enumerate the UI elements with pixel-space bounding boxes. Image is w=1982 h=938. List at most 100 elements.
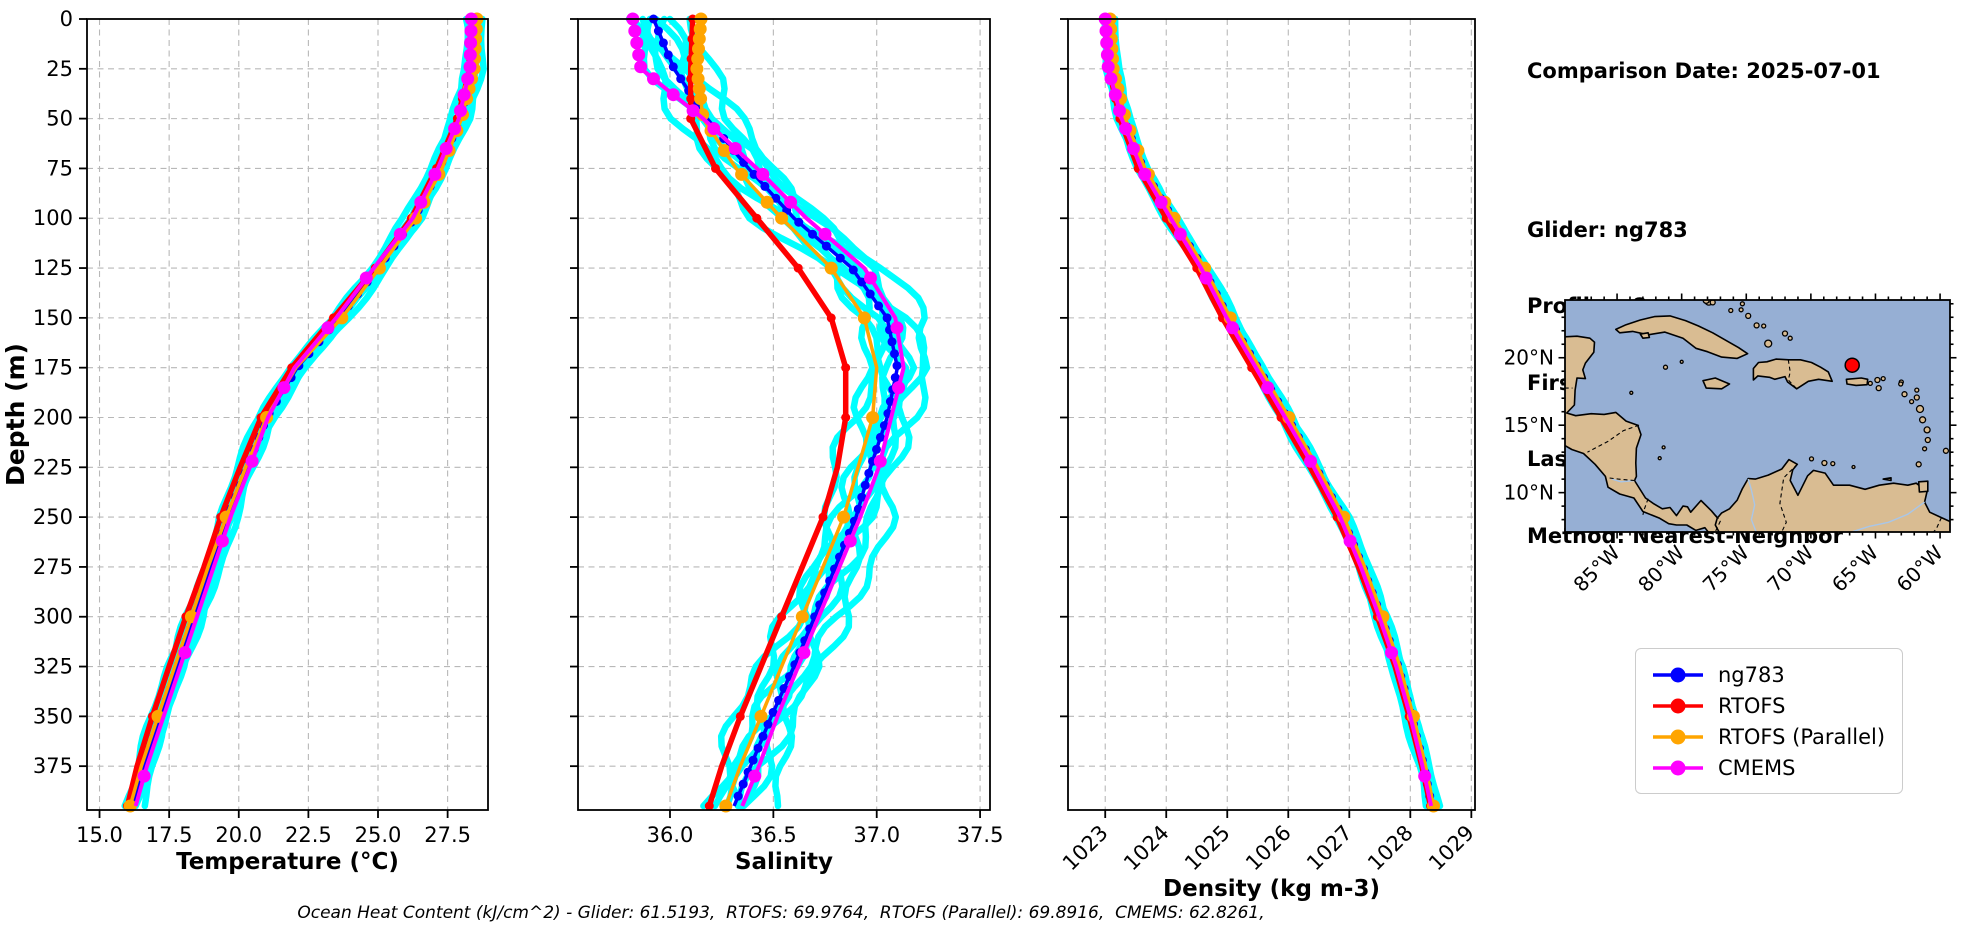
small-island xyxy=(1942,447,1950,454)
series-marker xyxy=(749,169,759,179)
legend-line-marker-swatch xyxy=(1653,760,1703,775)
glider-profile-line xyxy=(1101,15,1430,810)
y-tick-label: 150 xyxy=(33,306,73,330)
river xyxy=(1747,478,1757,532)
y-ticks xyxy=(79,18,87,768)
small-island xyxy=(1629,390,1634,395)
y-tick-label: 350 xyxy=(33,704,73,728)
series-marker xyxy=(774,695,784,705)
series-marker xyxy=(676,74,686,84)
temperature-panel: 15.0 17.5 20.0 22.5 25.0 27.5 0 25 50 75 100 125 150… xyxy=(1,7,489,875)
series-marker xyxy=(1418,769,1432,783)
series-marker xyxy=(632,48,646,62)
y-tick-label: 375 xyxy=(33,754,73,778)
series-marker xyxy=(647,72,660,86)
map-lon-label: 70°W xyxy=(1762,540,1818,596)
landmass xyxy=(1845,377,1869,387)
glider-profile-line xyxy=(1103,15,1434,810)
series-marker xyxy=(663,50,673,60)
series-marker xyxy=(775,211,789,225)
series-marker xyxy=(857,311,871,325)
series-marker xyxy=(464,24,478,38)
series-marker xyxy=(463,48,477,62)
series-marker xyxy=(892,361,902,371)
series-marker xyxy=(1173,227,1187,241)
x-axis-title: Density (kg m-3) xyxy=(1163,876,1380,902)
series-marker xyxy=(666,88,680,102)
country-border xyxy=(1714,515,1722,532)
density-panel-series-rtofs xyxy=(1101,14,1435,811)
x-ticks xyxy=(1104,810,1473,818)
glider-profiles-envelope xyxy=(121,15,487,810)
small-island xyxy=(1901,391,1908,398)
series-marker xyxy=(630,36,644,50)
series-marker xyxy=(841,413,851,422)
small-island xyxy=(1761,323,1767,329)
series-marker xyxy=(748,755,758,765)
series-line xyxy=(1108,18,1436,807)
series-marker xyxy=(414,195,428,209)
series-marker xyxy=(321,321,335,335)
series-marker xyxy=(818,227,832,241)
glider-profile-line xyxy=(1102,15,1437,810)
small-island xyxy=(1657,456,1662,461)
series-marker xyxy=(634,60,648,74)
x-tick-label: 22.5 xyxy=(285,823,332,847)
series-marker xyxy=(733,791,743,801)
series-marker xyxy=(1199,271,1213,285)
glider-profiles-envelope xyxy=(1100,15,1444,810)
series-marker xyxy=(808,229,817,239)
glider-profile-line xyxy=(1108,15,1437,810)
series-marker xyxy=(771,193,781,203)
series-marker xyxy=(728,142,742,155)
small-island xyxy=(1898,381,1904,387)
x-tick-label: 25.0 xyxy=(355,823,402,847)
country-border xyxy=(1587,424,1640,453)
series-marker xyxy=(754,709,768,723)
legend-item-rtofs-parallel-: RTOFS (Parallel) xyxy=(1650,722,1902,752)
x-tick-label: 1029 xyxy=(1424,821,1479,876)
series-line xyxy=(1106,18,1434,807)
x-tick-label: 1025 xyxy=(1180,821,1235,876)
small-island xyxy=(1679,359,1684,364)
small-island xyxy=(1913,394,1920,401)
x-tick-label: 15.0 xyxy=(76,823,123,847)
landmass xyxy=(1702,377,1731,390)
series-marker xyxy=(686,104,700,118)
y-tick-label: 250 xyxy=(33,505,73,529)
series-marker xyxy=(872,444,881,454)
series-marker xyxy=(1126,142,1140,155)
series-marker xyxy=(760,195,774,209)
map-lat-label: 10°N xyxy=(1504,481,1554,505)
small-island xyxy=(1661,445,1666,450)
glider-profile-line xyxy=(644,15,876,810)
series-marker xyxy=(873,454,887,468)
small-island xyxy=(1830,460,1836,467)
series-marker xyxy=(1099,24,1113,38)
glider-profile-line xyxy=(625,15,890,810)
comparison-date-text: Comparison Date: 2025-07-01 xyxy=(1527,59,1881,83)
series-marker xyxy=(1100,36,1114,50)
map-lat-label: 15°N xyxy=(1504,413,1554,437)
legend-label: RTOFS xyxy=(1718,693,1786,718)
map-svg: 20°N 15°N 10°N 85°W 80°W 75°W 70°W 65°W 60°W xyxy=(1504,293,1957,597)
legend-label: CMEMS xyxy=(1718,755,1796,780)
map-frame xyxy=(1564,299,1951,533)
small-island xyxy=(1924,436,1931,444)
temperature-panel-series-ng783 xyxy=(131,14,478,807)
country-border xyxy=(1779,463,1798,532)
series-line xyxy=(131,18,475,807)
series-marker xyxy=(882,313,892,323)
series-marker xyxy=(735,711,745,721)
glider-profile-line xyxy=(131,15,479,810)
small-island xyxy=(1764,339,1773,348)
series-marker xyxy=(461,72,475,86)
small-island xyxy=(1738,307,1744,313)
country-border xyxy=(1642,498,1649,516)
series-marker xyxy=(794,217,804,227)
series-marker xyxy=(795,610,809,624)
series-marker xyxy=(887,337,897,347)
x-tick-label: 1028 xyxy=(1363,821,1418,876)
small-island xyxy=(1867,380,1873,387)
